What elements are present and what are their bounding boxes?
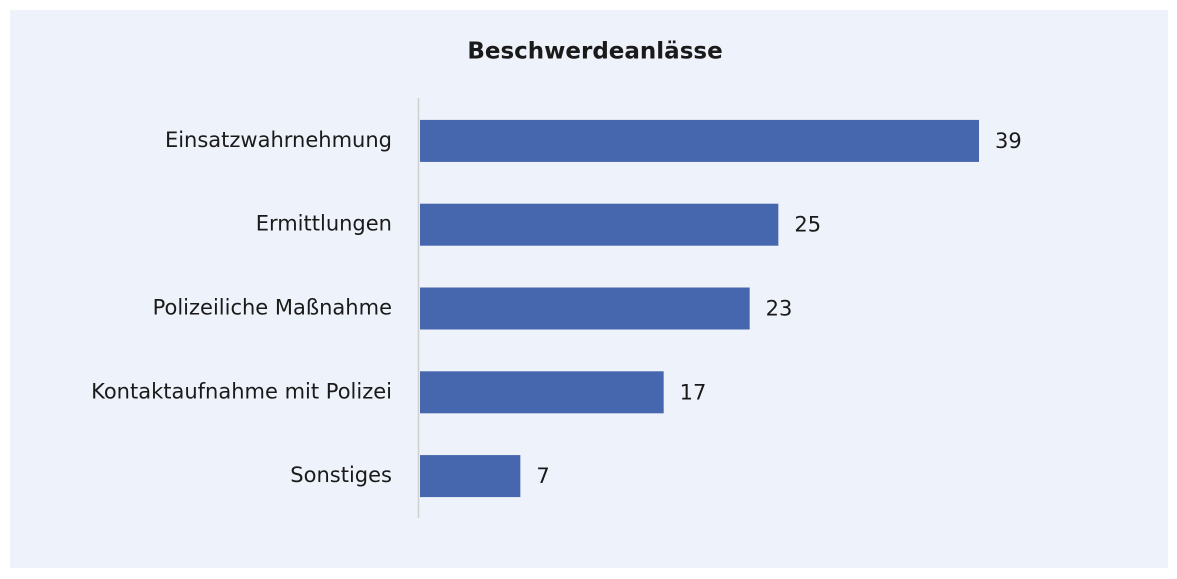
- bar: [420, 287, 750, 330]
- bar: [420, 203, 779, 246]
- category-label: Polizeiliche Maßnahme: [153, 296, 392, 320]
- bar: [420, 119, 979, 162]
- category-label: Ermittlungen: [256, 212, 392, 236]
- value-label: 17: [680, 380, 707, 404]
- value-label: 23: [766, 297, 793, 321]
- bar: [420, 371, 664, 414]
- category-label: Sonstiges: [290, 463, 392, 487]
- value-label: 25: [794, 213, 821, 237]
- chart-title: Beschwerdeanlässe: [467, 39, 722, 65]
- value-label: 39: [995, 129, 1022, 153]
- category-label: Kontaktaufnahme mit Polizei: [91, 379, 392, 403]
- category-label: Einsatzwahrnehmung: [165, 128, 392, 152]
- value-label: 7: [536, 464, 549, 488]
- bar: [420, 455, 521, 498]
